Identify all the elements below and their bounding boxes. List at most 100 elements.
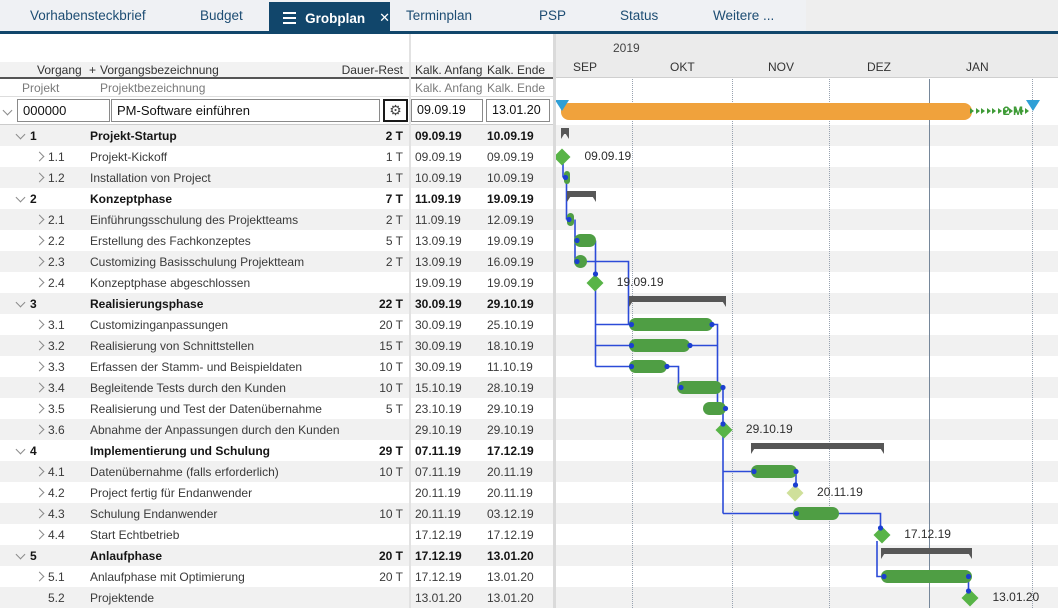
row-number: 3.1	[48, 318, 65, 332]
expand-row-icon[interactable]	[34, 256, 45, 267]
table-row[interactable]: 3 Realisierungsphase 22 T 30.09.19 29.10.19	[0, 293, 1058, 314]
expand-row-icon[interactable]	[34, 508, 45, 519]
table-row[interactable]: 3.6 Abnahme der Anpassungen durch den Kun…	[0, 419, 1058, 440]
row-end-date: 16.09.19	[487, 255, 534, 269]
collapse-project-icon[interactable]	[2, 105, 13, 116]
task-bar[interactable]	[628, 318, 713, 331]
milestone-date-label: 17.12.19	[904, 526, 951, 541]
expand-row-icon[interactable]	[34, 571, 45, 582]
project-name-input[interactable]	[111, 99, 380, 122]
expand-row-icon[interactable]	[34, 361, 45, 372]
row-number: 2	[30, 192, 37, 206]
collapse-row-icon[interactable]	[15, 549, 26, 560]
table-row[interactable]: 4 Implementierung und Schulung 29 T 07.11.1…	[0, 440, 1058, 461]
expand-row-icon[interactable]	[34, 151, 45, 162]
project-end-marker-icon[interactable]	[1026, 100, 1040, 111]
expand-row-icon[interactable]	[34, 172, 45, 183]
collapse-row-icon[interactable]	[15, 444, 26, 455]
row-duration: 20 T	[379, 318, 403, 332]
expand-row-icon[interactable]	[34, 466, 45, 477]
table-row[interactable]: 1.1 Projekt-Kickoff 1 T 09.09.19 09.09.19	[0, 146, 1058, 167]
menu-icon[interactable]	[283, 9, 297, 27]
expand-row-icon[interactable]	[34, 214, 45, 225]
task-bar[interactable]	[793, 507, 839, 520]
table-row[interactable]: 4.3 Schulung Endanwender 10 T 20.11.19 03.12…	[0, 503, 1058, 524]
task-bar[interactable]	[880, 570, 973, 583]
expand-row-icon[interactable]	[34, 319, 45, 330]
table-row[interactable]: 2.4 Konzeptphase abgeschlossen 19.09.19 19.…	[0, 272, 1058, 293]
dependency-link	[876, 541, 882, 578]
table-row[interactable]: 5.2 Projektende 13.01.20 13.01.20	[0, 587, 1058, 608]
row-number: 2.4	[48, 276, 65, 290]
table-row[interactable]: 2.3 Customizing Basisschulung Projektteam…	[0, 251, 1058, 272]
table-row[interactable]: 5 Anlaufphase 20 T 17.12.19 13.01.20	[0, 545, 1058, 566]
month-gridline	[1032, 79, 1033, 608]
table-row[interactable]: 4.4 Start Echtbetrieb 17.12.19 17.12.19	[0, 524, 1058, 545]
table-row[interactable]: 2 Konzeptphase 7 T 11.09.19 19.09.19	[0, 188, 1058, 209]
table-row[interactable]: 4.2 Project fertig für Endanwender 20.11.1…	[0, 482, 1058, 503]
add-task-button[interactable]: +	[89, 63, 97, 77]
task-bar[interactable]	[702, 402, 726, 415]
table-row[interactable]: 3.4 Begleitende Tests durch den Kunden 10 …	[0, 377, 1058, 398]
tab-budget[interactable]: Budget	[176, 0, 269, 31]
table-row[interactable]: 2.2 Erstellung des Fachkonzeptes 5 T 13.09.…	[0, 230, 1058, 251]
project-start-marker-icon[interactable]	[556, 100, 569, 111]
phase-summary-bar[interactable]	[560, 127, 569, 140]
expand-row-icon[interactable]	[34, 340, 45, 351]
subheader-divider	[0, 96, 553, 97]
tab-psp[interactable]: PSP	[498, 0, 608, 31]
tab-status[interactable]: Status	[608, 0, 698, 31]
tab-weitere[interactable]: Weitere ...	[698, 0, 788, 31]
collapse-row-icon[interactable]	[15, 192, 26, 203]
gear-icon[interactable]: ⚙	[383, 99, 408, 122]
project-end-date-field[interactable]: 13.01.20	[486, 99, 550, 122]
expand-row-icon[interactable]	[34, 403, 45, 414]
tab-terminplan[interactable]: Terminplan	[390, 0, 498, 31]
phase-summary-bar[interactable]	[880, 547, 973, 560]
row-duration: 10 T	[379, 360, 403, 374]
expand-row-icon[interactable]	[34, 487, 45, 498]
link-endpoint-dot	[562, 174, 569, 181]
table-row[interactable]: 1 Projekt-Startup 2 T 09.09.19 10.09.19	[0, 125, 1058, 146]
task-bar[interactable]	[751, 465, 797, 478]
phase-summary-bar[interactable]	[751, 442, 884, 455]
column-splitter[interactable]	[409, 34, 411, 608]
row-start-date: 30.09.19	[415, 297, 462, 311]
table-row[interactable]: 3.1 Customizinganpassungen 20 T 30.09.19 25.…	[0, 314, 1058, 335]
table-row[interactable]: 5.1 Anlaufphase mit Optimierung 20 T 17.12.…	[0, 566, 1058, 587]
project-id-input[interactable]	[17, 99, 110, 122]
project-start-date-field[interactable]: 09.09.19	[411, 99, 483, 122]
link-endpoint-dot	[965, 588, 972, 594]
header-divider	[0, 77, 553, 79]
expand-row-icon[interactable]	[34, 277, 45, 288]
row-number: 3.3	[48, 360, 65, 374]
tab-grobplan[interactable]: Grobplan ✕	[269, 2, 390, 34]
pane-splitter[interactable]	[553, 34, 556, 608]
table-row[interactable]: 3.5 Realisierung und Test der Datenüberna…	[0, 398, 1058, 419]
task-bar[interactable]	[677, 381, 723, 394]
expand-row-icon[interactable]	[34, 529, 45, 540]
close-icon[interactable]: ✕	[379, 10, 390, 25]
table-row[interactable]: 1.2 Installation von Project 1 T 10.09.19 10…	[0, 167, 1058, 188]
table-row[interactable]: 3.3 Erfassen der Stamm- und Beispieldaten…	[0, 356, 1058, 377]
expand-row-icon[interactable]	[34, 382, 45, 393]
expand-row-icon[interactable]	[34, 424, 45, 435]
project-summary-bar[interactable]	[560, 103, 973, 120]
collapse-row-icon[interactable]	[15, 297, 26, 308]
table-row[interactable]: 2.1 Einführungsschulung des Projektteams 2…	[0, 209, 1058, 230]
dependency-link	[667, 365, 680, 388]
row-duration: 5 T	[385, 402, 403, 416]
task-bar[interactable]	[628, 339, 691, 352]
task-bar[interactable]	[628, 360, 668, 373]
row-end-date: 13.01.20	[487, 549, 534, 563]
tab-vorhabensteckbrief[interactable]: Vorhabensteckbrief	[0, 0, 176, 31]
task-bar[interactable]	[573, 255, 587, 268]
project-row[interactable]: ⚙ 09.09.19 13.01.20	[0, 98, 553, 124]
row-number: 3.2	[48, 339, 65, 353]
collapse-row-icon[interactable]	[15, 129, 26, 140]
phase-summary-bar[interactable]	[628, 295, 726, 308]
table-row[interactable]: 3.2 Realisierung von Schnittstellen 15 T 30…	[0, 335, 1058, 356]
task-bar[interactable]	[573, 234, 597, 247]
expand-row-icon[interactable]	[34, 235, 45, 246]
phase-summary-bar[interactable]	[567, 190, 597, 203]
